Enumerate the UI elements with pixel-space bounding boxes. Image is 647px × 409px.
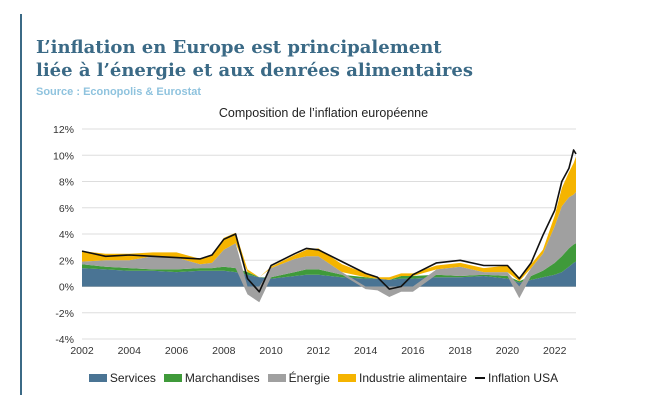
accent-bar xyxy=(20,14,22,395)
legend-label-energie: Énergie xyxy=(288,371,330,385)
y-tick-label: 0% xyxy=(59,282,74,294)
y-tick-label: 8% xyxy=(59,177,74,189)
legend-swatch-industrie-alimentaire xyxy=(337,374,356,382)
legend-item-energie: Énergie xyxy=(267,371,330,385)
legend-label-industrie-alimentaire: Industrie alimentaire xyxy=(358,371,468,385)
x-tick-label: 2012 xyxy=(307,345,331,357)
legend-swatch-inflation-usa xyxy=(475,377,486,379)
x-tick-label: 2004 xyxy=(118,345,142,357)
x-tick-label: 2020 xyxy=(496,345,520,357)
legend-swatch-energie xyxy=(267,374,286,382)
legend-swatch-services xyxy=(88,374,107,382)
page-title: L’inflation en Europe est principalement… xyxy=(36,36,473,82)
area-industrie-alimentaire xyxy=(82,156,576,282)
legend-label-marchandises: Marchandises xyxy=(184,371,260,385)
legend-label-inflation-usa: Inflation USA xyxy=(488,371,559,385)
area-energie xyxy=(82,192,576,303)
y-tick-label: 6% xyxy=(59,203,74,215)
x-tick-label: 2006 xyxy=(165,345,189,357)
title-line-2: liée à l’énergie et aux denrées alimenta… xyxy=(36,60,474,81)
y-tick-label: 2% xyxy=(59,255,74,267)
x-tick-label: 2002 xyxy=(70,345,94,357)
y-tick-label: 4% xyxy=(59,229,74,241)
source-note: Source : Econopolis & Eurostat xyxy=(36,86,202,98)
y-tick-label: -4% xyxy=(55,334,74,346)
area-services xyxy=(82,261,576,287)
legend-item-marchandises: Marchandises xyxy=(163,371,260,385)
y-tick-label: 10% xyxy=(53,150,74,162)
legend-swatch-marchandises xyxy=(163,374,182,382)
x-tick-label: 2014 xyxy=(354,345,378,357)
legend-label-services: Services xyxy=(109,371,156,385)
y-tick-label: 12% xyxy=(53,124,74,136)
x-tick-label: 2010 xyxy=(259,345,283,357)
title-line-1: L’inflation en Europe est principalement xyxy=(36,37,442,58)
x-tick-label: 2018 xyxy=(449,345,473,357)
x-tick-label: 2022 xyxy=(543,345,567,357)
x-tick-label: 2016 xyxy=(401,345,425,357)
line-inflation-usa xyxy=(81,149,577,293)
chart-title: Composition de l’inflation européenne xyxy=(218,106,429,120)
legend-item-inflation-usa: Inflation USA xyxy=(475,371,558,385)
legend-item-industrie-alimentaire: Industrie alimentaire xyxy=(337,371,468,385)
y-tick-label: -2% xyxy=(55,308,74,320)
x-tick-label: 2008 xyxy=(212,345,236,357)
legend-item-services: Services xyxy=(88,371,156,385)
chart-legend: Services Marchandises Énergie Industrie … xyxy=(0,371,647,385)
